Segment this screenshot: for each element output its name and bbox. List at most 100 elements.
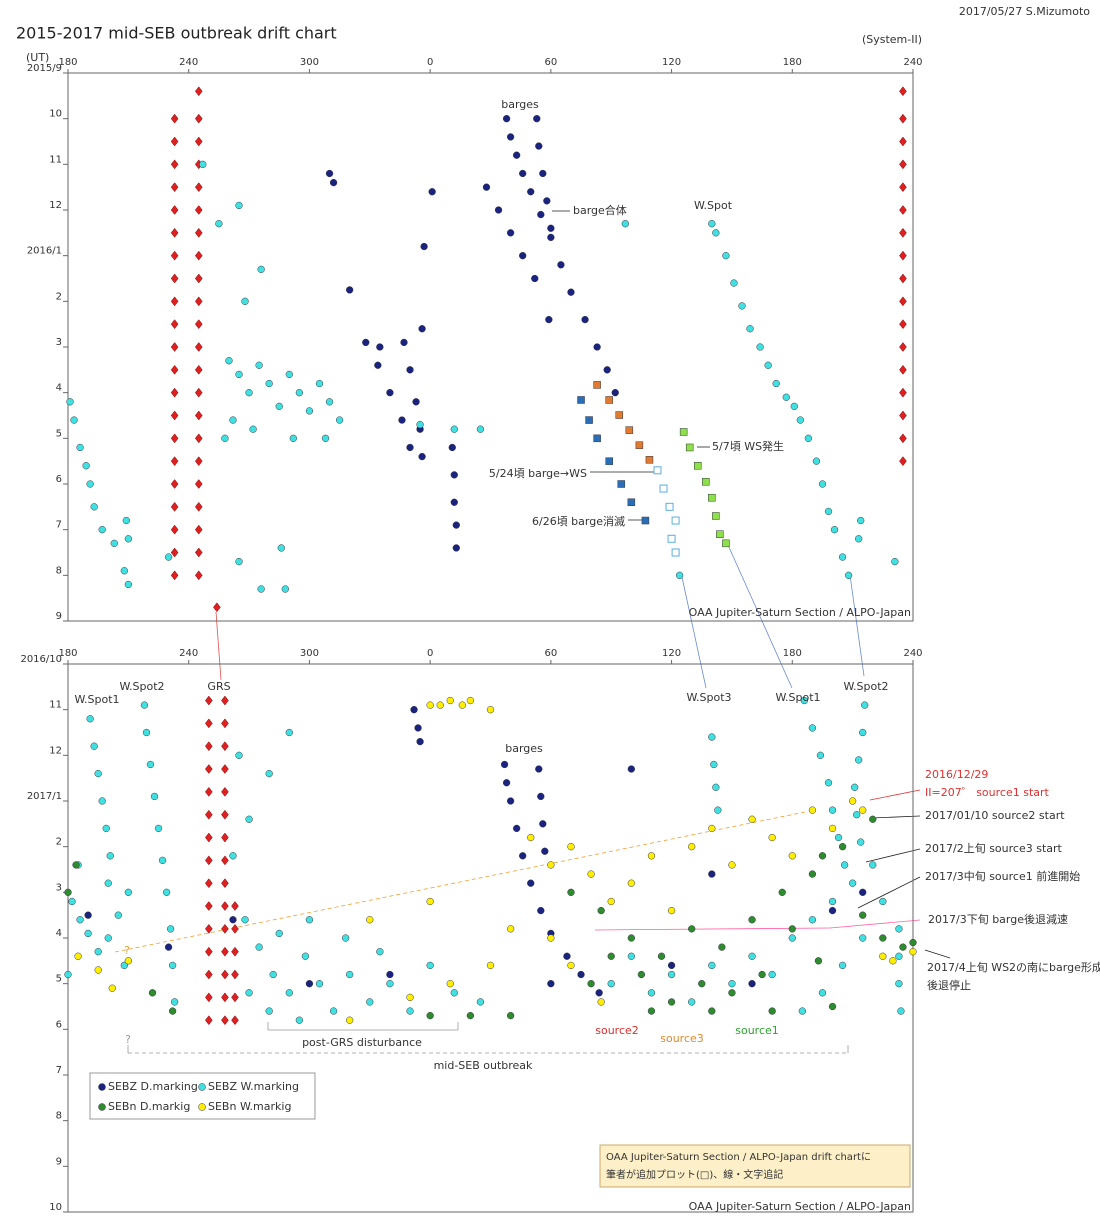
data-point <box>547 233 555 242</box>
data-point <box>265 379 273 388</box>
x-tick-label: 60 <box>544 57 557 68</box>
data-point <box>76 443 84 452</box>
data-point <box>194 501 203 512</box>
legend-swatch <box>198 1083 206 1091</box>
data-point <box>667 961 676 970</box>
y-tick-label: 2016/10 <box>20 654 62 665</box>
data-point <box>625 426 634 434</box>
data-point <box>768 970 776 979</box>
y-tick-label: 2015/9 <box>27 63 62 74</box>
data-point <box>215 220 223 228</box>
data-point <box>221 855 229 866</box>
data-point <box>257 585 265 593</box>
data-point <box>329 1007 338 1015</box>
data-point <box>158 856 167 865</box>
note-text: OAA Jupiter-Saturn Section / ALPO-Japan … <box>606 1151 871 1163</box>
data-point <box>899 205 907 215</box>
data-point <box>667 998 676 1006</box>
data-point <box>199 160 207 168</box>
x-tick-label: 180 <box>58 57 77 68</box>
data-point <box>828 906 837 915</box>
data-point <box>567 288 575 296</box>
data-point <box>170 296 179 307</box>
data-point <box>889 957 897 965</box>
data-point <box>329 178 338 187</box>
data-point <box>859 911 867 919</box>
data-point <box>205 969 213 980</box>
data-point <box>315 379 324 388</box>
data-point <box>76 916 84 924</box>
data-point <box>899 364 907 375</box>
data-point <box>708 1007 716 1015</box>
data-point <box>519 169 527 178</box>
data-point <box>607 980 615 988</box>
data-point <box>708 220 716 228</box>
data-point <box>124 580 133 589</box>
data-point <box>527 188 535 196</box>
data-point <box>708 870 716 878</box>
data-point <box>122 516 130 525</box>
annotation: W.Spot2 <box>119 680 164 693</box>
data-point <box>225 357 233 365</box>
data-point <box>869 861 877 869</box>
data-point <box>194 182 203 193</box>
annotation: OAA Jupiter-Saturn Section / ALPO-Japan <box>689 606 911 619</box>
data-point <box>647 989 656 997</box>
data-point <box>502 115 511 123</box>
data-point <box>595 989 603 997</box>
data-point <box>450 498 458 506</box>
data-point <box>899 456 907 467</box>
data-point <box>66 398 74 406</box>
data-point <box>891 557 899 566</box>
data-point <box>221 901 229 911</box>
data-point <box>94 948 102 956</box>
data-point <box>581 315 589 324</box>
data-point <box>899 410 907 421</box>
data-point <box>84 929 92 938</box>
annotation: 2017/3中旬 source1 前進開始 <box>925 869 1080 883</box>
data-point <box>597 998 605 1006</box>
data-point <box>194 250 203 261</box>
data-point <box>768 1007 776 1015</box>
data-point <box>577 970 585 979</box>
data-point <box>838 843 847 851</box>
annotation: 2017/2上旬 source3 start <box>925 842 1063 855</box>
data-point <box>605 396 613 404</box>
data-point <box>205 901 213 911</box>
y-unit: (UT) <box>26 51 49 64</box>
data-point <box>281 585 289 593</box>
data-point <box>506 229 515 237</box>
data-point <box>641 516 650 525</box>
data-point <box>679 428 688 436</box>
data-point <box>688 843 696 851</box>
data-point <box>335 416 344 424</box>
data-point <box>170 998 179 1006</box>
data-point <box>688 925 696 933</box>
data-point <box>221 809 229 820</box>
data-point <box>828 1002 837 1011</box>
data-point <box>857 516 865 525</box>
x-unit: (System-II) <box>862 33 922 46</box>
data-point <box>221 946 229 957</box>
data-point <box>647 1007 656 1015</box>
data-point <box>205 741 213 752</box>
data-point <box>603 366 611 374</box>
data-point <box>154 824 163 833</box>
data-point <box>295 1016 304 1024</box>
y-tick-label: 6 <box>56 474 62 485</box>
data-point <box>800 696 809 705</box>
data-point <box>712 229 720 237</box>
data-point <box>667 906 676 915</box>
data-point <box>124 888 133 896</box>
annotation: 2017/01/10 source2 start <box>925 809 1065 822</box>
data-point <box>418 325 426 333</box>
data-point <box>148 989 157 997</box>
data-point <box>899 319 907 330</box>
data-point <box>607 952 615 960</box>
data-point <box>828 897 837 906</box>
annotation: barge合体 <box>573 203 627 217</box>
data-point <box>712 783 720 791</box>
data-point <box>476 998 485 1006</box>
data-point <box>82 462 90 470</box>
data-point <box>500 760 509 769</box>
